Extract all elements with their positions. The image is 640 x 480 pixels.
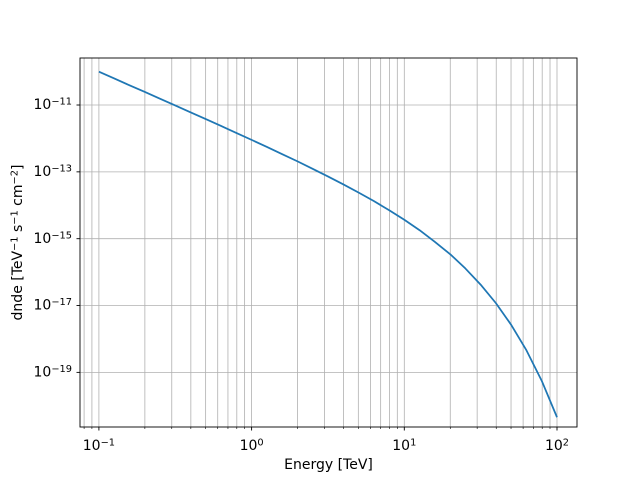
y-tick-label: 10−17 bbox=[33, 297, 72, 314]
y-tick-label: 10−15 bbox=[33, 230, 72, 247]
y-axis-label: dnde [TeV−1 s−1 cm−2] bbox=[9, 165, 26, 321]
y-tick-label: 10−13 bbox=[33, 163, 72, 180]
grid-major bbox=[80, 58, 577, 427]
y-tick-label: 10−11 bbox=[33, 97, 72, 114]
tick-labels: 10−1 100 101 102 10−11 10−13 10−15 10−17 10−19 bbox=[33, 97, 569, 454]
x-tick-label: 100 bbox=[240, 437, 264, 454]
y-tick-label: 10−19 bbox=[33, 364, 72, 381]
x-tick-label: 102 bbox=[545, 437, 569, 454]
plot-border bbox=[79, 57, 578, 428]
ticks-major bbox=[76, 104, 558, 431]
x-axis-label: Energy [TeV] bbox=[284, 457, 373, 473]
x-tick-label: 101 bbox=[392, 437, 416, 454]
spectrum-curve bbox=[98, 70, 558, 418]
x-grid-minor bbox=[83, 58, 551, 427]
x-tick-label: 10−1 bbox=[83, 437, 115, 454]
